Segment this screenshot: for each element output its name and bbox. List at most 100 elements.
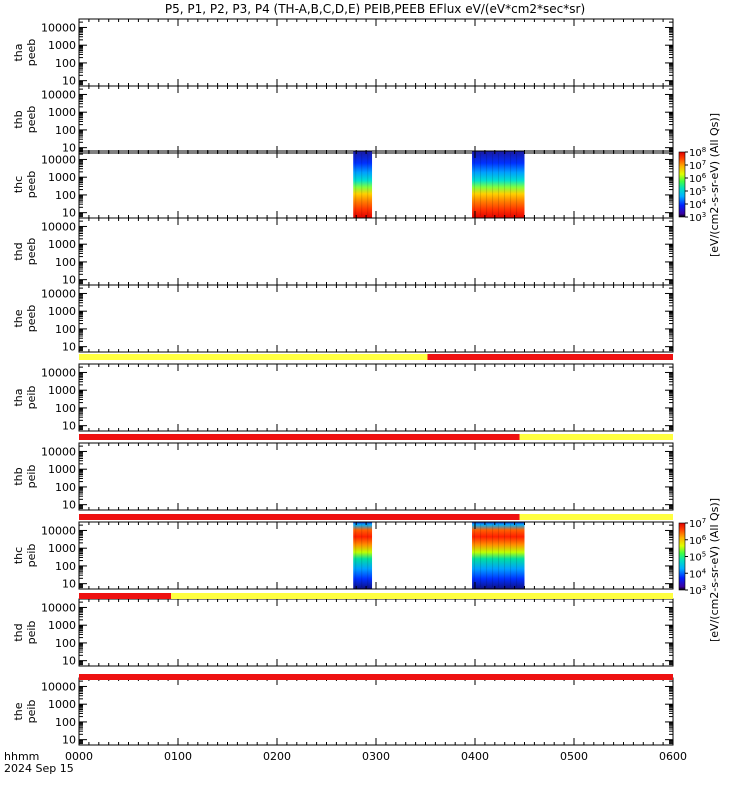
y-tick-label: 10000	[41, 220, 76, 233]
panel-frame	[78, 363, 674, 432]
y-tick-label: 10000	[41, 601, 76, 614]
panel-product-label: peib	[25, 700, 38, 724]
panel-tha-peeb: 10 100 1000 10000 tha peeb	[12, 18, 674, 88]
spectrogram-block-thc-peib-0	[353, 522, 373, 589]
mode-bar-4-segment-0	[79, 674, 673, 680]
panel-thc-peeb: 10 100 1000 10000 thc peeb	[12, 150, 674, 220]
y-tick-label: 100	[55, 716, 76, 729]
y-tick-label: 1000	[48, 238, 76, 251]
y-tick-label: 10000	[41, 153, 76, 166]
spectrogram-texture	[504, 524, 506, 587]
panel-probe-label: thd	[12, 242, 25, 260]
y-tick-label: 100	[55, 256, 76, 269]
mode-bar-0-segment-0	[79, 354, 428, 360]
y-tick-label: 1000	[48, 384, 76, 397]
panel-probe-label: tha	[12, 388, 25, 406]
y-tick-label: 10	[62, 75, 76, 88]
y-tick-label: 100	[55, 402, 76, 415]
panel-probe-label: thc	[12, 547, 25, 564]
panel-probe-label: thb	[12, 467, 25, 485]
y-tick-label: 1000	[48, 39, 76, 52]
panel-frame	[78, 284, 674, 353]
panel-product-label: peeb	[25, 238, 38, 266]
colorbar-tick-label: 107	[689, 517, 706, 530]
panel-product-label: peib	[25, 386, 38, 410]
panel-product-label: peeb	[25, 305, 38, 333]
spectrogram-texture	[474, 524, 476, 587]
y-tick-label: 10	[62, 734, 76, 747]
panel-frame	[78, 85, 674, 154]
y-tick-label: 10000	[41, 21, 76, 34]
panel-thc-peib: 10 100 1000 10000 thc peib	[12, 521, 674, 591]
panel-product-label: peeb	[25, 171, 38, 199]
y-tick-label: 1000	[48, 305, 76, 318]
x-tick-label: 0000	[65, 750, 93, 763]
panel-frame	[78, 18, 674, 87]
spectrogram-block-thc-peeb-1	[472, 151, 525, 218]
colorbar-title: [eV/(cm2-s-sr-eV) (All Qs)]	[708, 113, 721, 257]
colorbar-tick-label: 106	[689, 534, 707, 547]
panel-tha-peib: 10 100 1000 10000 tha peib	[12, 363, 674, 433]
y-tick-label: 100	[55, 560, 76, 573]
y-tick-label: 1000	[48, 463, 76, 476]
panel-probe-label: tha	[12, 43, 25, 61]
mode-bar-0-segment-1	[427, 354, 673, 360]
mode-bar-2-segment-1	[519, 514, 673, 520]
y-tick-label: 1000	[48, 106, 76, 119]
panel-the-peeb: 10 100 1000 10000 the peeb	[12, 284, 674, 354]
panel-frame	[78, 442, 674, 511]
y-tick-label: 10000	[41, 680, 76, 693]
y-tick-label: 10	[62, 207, 76, 220]
mode-bar-3-segment-1	[171, 593, 673, 599]
colorbar-tick-label: 104	[689, 198, 707, 211]
colorbar-tick-label: 104	[689, 567, 707, 580]
panel-product-label: peeb	[25, 39, 38, 67]
colorbar-tick-label: 107	[689, 159, 706, 172]
spectrogram-texture	[361, 153, 363, 216]
spectrogram-texture	[498, 524, 500, 587]
mode-bars	[79, 354, 673, 680]
colorbar-scale	[678, 151, 686, 218]
panel-frame	[78, 598, 674, 667]
mode-bar-1-segment-1	[519, 434, 673, 440]
y-tick-label: 10000	[41, 88, 76, 101]
y-tick-label: 100	[55, 481, 76, 494]
panel-probe-label: thc	[12, 176, 25, 193]
panel-product-label: peib	[25, 621, 38, 645]
spectrogram-block-thc-peeb-0	[353, 151, 373, 218]
y-tick-label: 10	[62, 420, 76, 433]
colorbar-title: [eV/(cm2-s-sr-eV) (All Qs)]	[708, 498, 721, 642]
colorbar-tick-label: 103	[689, 584, 706, 597]
y-tick-label: 10000	[41, 366, 76, 379]
y-tick-label: 10	[62, 341, 76, 354]
panel-frame	[78, 217, 674, 286]
spectrogram-block-thc-peib-1	[472, 522, 525, 589]
y-tick-label: 1000	[48, 542, 76, 555]
y-tick-label: 10	[62, 499, 76, 512]
y-tick-label: 100	[55, 637, 76, 650]
y-tick-label: 10000	[41, 445, 76, 458]
panel-thd-peib: 10 100 1000 10000 thd peib	[12, 598, 674, 668]
x-tick-label: 0200	[263, 750, 291, 763]
panel-thd-peeb: 10 100 1000 10000 thd peeb	[12, 217, 674, 287]
spectrogram-texture	[355, 153, 357, 216]
spectrogram-texture	[361, 524, 363, 587]
panel-probe-label: the	[12, 702, 25, 720]
y-tick-label: 100	[55, 57, 76, 70]
panel-probe-label: the	[12, 309, 25, 327]
panel-frame	[78, 521, 674, 590]
panel-frame	[78, 677, 674, 746]
colorbar-tick-label: 103	[689, 211, 706, 224]
spectrogram-texture	[367, 524, 369, 587]
spectrogram-texture	[480, 524, 482, 587]
y-tick-label: 10	[62, 655, 76, 668]
spectrogram-texture	[486, 524, 488, 587]
spectrogram-texture	[486, 153, 488, 216]
spectrogram-texture	[498, 153, 500, 216]
x-tick-label: 0600	[659, 750, 687, 763]
x-axis-label: hhmm	[4, 750, 39, 763]
mode-bar-3-segment-0	[79, 593, 172, 599]
y-tick-label: 100	[55, 189, 76, 202]
panel-probe-label: thb	[12, 110, 25, 128]
